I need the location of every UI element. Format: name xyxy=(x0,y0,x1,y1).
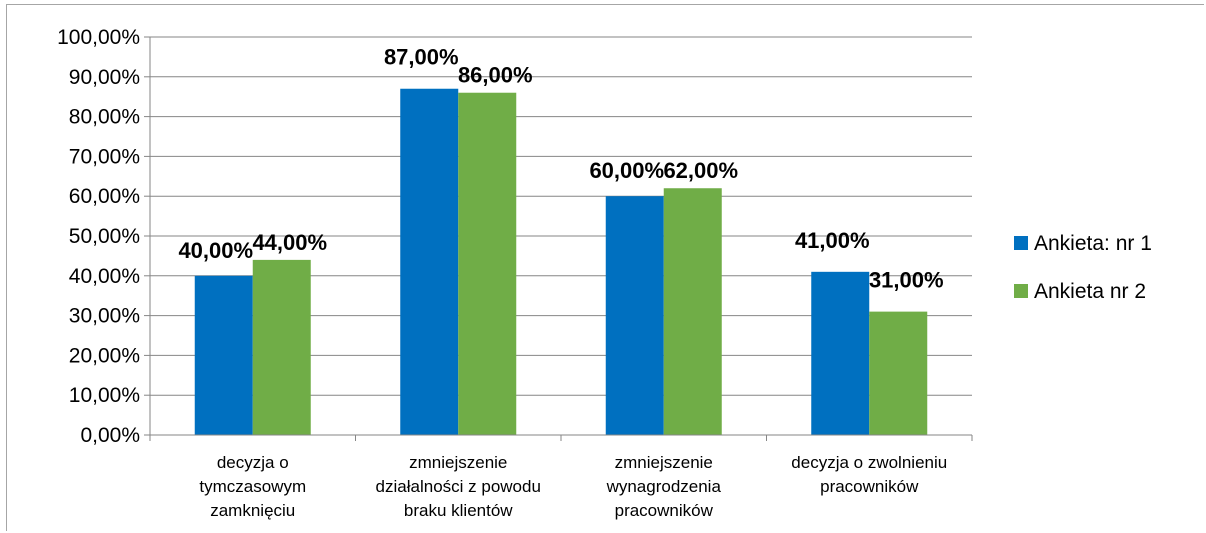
x-tick-label: wynagrodzenia xyxy=(606,477,722,496)
y-axis: 0,00% 10,00% 20,00% 30,00% 40,00% 50,00% 60,00… xyxy=(57,26,151,447)
x-tick-label: decyzja o zwolnieniu xyxy=(791,453,947,472)
bar xyxy=(194,275,253,435)
x-tick-label: działalności z powodu xyxy=(376,477,541,496)
data-label: 31,00% xyxy=(869,268,944,293)
bar xyxy=(458,92,517,435)
chart-frame xyxy=(6,4,1204,531)
bar xyxy=(811,271,870,435)
y-tick-label: 40,00% xyxy=(69,265,140,288)
y-tick-label: 50,00% xyxy=(69,225,140,248)
data-label: 40,00% xyxy=(178,238,253,263)
x-tick-label: decyzja o xyxy=(217,453,289,472)
bar xyxy=(252,259,311,435)
bar xyxy=(869,311,928,435)
legend-swatch xyxy=(1014,236,1028,250)
x-tick-label: zmniejszenie xyxy=(409,453,507,472)
x-tick-label: tymczasowym xyxy=(199,477,306,496)
x-tick-label: pracowników xyxy=(615,501,714,520)
data-label: 86,00% xyxy=(458,63,533,88)
y-tick-label: 10,00% xyxy=(69,384,140,407)
y-tick-label: 60,00% xyxy=(69,185,140,208)
data-label: 87,00% xyxy=(384,45,459,70)
legend: Ankieta: nr 1 Ankieta nr 2 xyxy=(1014,232,1152,303)
x-tick-label: pracowników xyxy=(820,477,919,496)
y-tick-label: 0,00% xyxy=(80,424,140,447)
x-axis: decyzja o tymczasowym zamknięciu zmniejszen… xyxy=(149,434,973,520)
data-labels: 40,00% 44,00% 87,00%86,00% 60,00% 62,00% 41,0… xyxy=(178,45,943,293)
legend-label: Ankieta nr 2 xyxy=(1034,280,1146,303)
bar xyxy=(400,88,459,436)
data-label: 44,00% xyxy=(252,230,327,255)
bars xyxy=(194,88,928,436)
legend-swatch xyxy=(1014,284,1028,298)
data-label: 41,00% xyxy=(795,228,870,253)
x-tick-label: zamknięciu xyxy=(210,501,295,520)
x-tick-label: zmniejszenie xyxy=(615,453,713,472)
y-tick-label: 80,00% xyxy=(69,106,140,129)
bar xyxy=(605,196,664,435)
y-tick-label: 100,00% xyxy=(57,26,140,49)
y-tick-label: 70,00% xyxy=(69,145,140,168)
y-tick-label: 30,00% xyxy=(69,305,140,328)
x-tick-label: braku klientów xyxy=(404,501,513,520)
y-tick-label: 90,00% xyxy=(69,66,140,89)
data-label: 60,00% xyxy=(589,158,664,183)
data-label: 62,00% xyxy=(663,158,738,183)
legend-label: Ankieta: nr 1 xyxy=(1034,232,1152,255)
y-tick-label: 20,00% xyxy=(69,344,140,367)
bar xyxy=(663,188,722,435)
